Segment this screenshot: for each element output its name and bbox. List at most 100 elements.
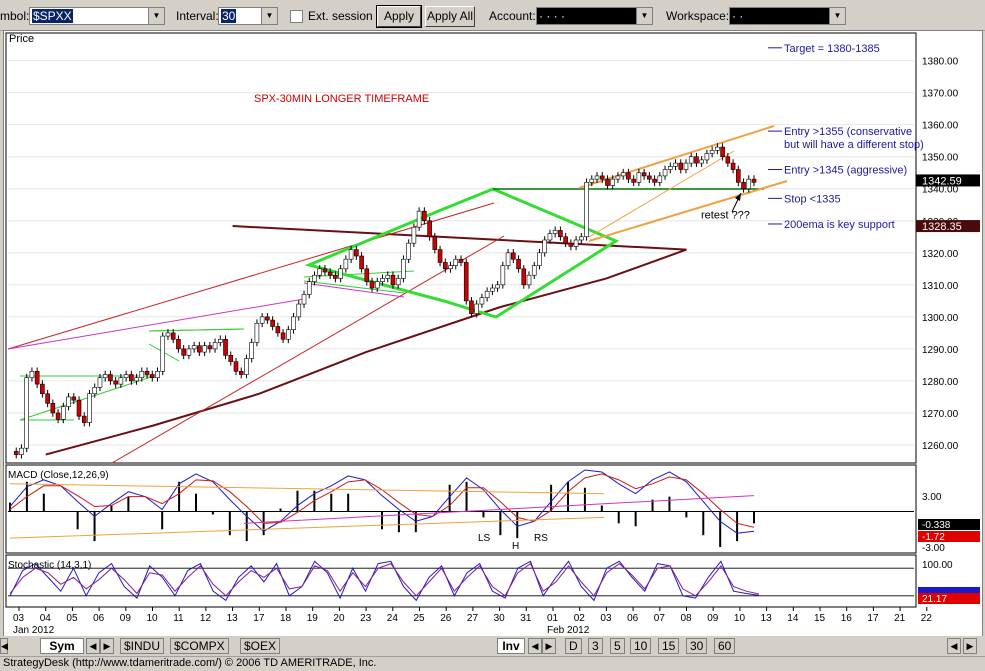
candle	[657, 175, 663, 183]
annotation-text: but will have a different stop)	[784, 139, 924, 151]
scroll-left-icon[interactable]: ◀	[0, 638, 8, 654]
tab-symbol-indu[interactable]: $INDU	[120, 638, 165, 654]
annotation-text: 200ema is key support	[784, 219, 895, 231]
channel-mid[interactable]	[588, 150, 735, 238]
macd-tick-label: 3.00	[922, 492, 942, 503]
channel-lower[interactable]	[588, 180, 788, 242]
candle	[87, 393, 92, 423]
diamond-pattern[interactable]	[304, 187, 620, 319]
apply-all-button[interactable]: Apply All	[425, 6, 475, 27]
candle	[102, 374, 108, 379]
scroll-end-right-icon[interactable]: ▶	[963, 638, 977, 654]
interval-tab-10[interactable]: 10	[630, 638, 652, 654]
chart-area[interactable]: 1260.00 1270.00 1280.00 1290.00 1300.00 1310.…	[3, 30, 983, 638]
candle	[636, 172, 642, 183]
chart-svg: 1260.00 1270.00 1280.00 1290.00 1300.00 1310.…	[5, 32, 980, 636]
candle	[144, 371, 150, 375]
triangle-line[interactable]	[303, 270, 415, 278]
candle	[118, 377, 124, 385]
candle	[369, 281, 375, 289]
candle	[129, 374, 134, 382]
price-tick-label: 1370.00	[922, 89, 959, 100]
tab-nav-next-icon[interactable]: ▶	[100, 638, 114, 654]
candle	[495, 284, 500, 289]
stochastic-series-line	[9, 560, 760, 602]
ext-session-checkbox[interactable]	[290, 10, 303, 23]
candle	[254, 322, 260, 343]
x-tick-label: 06	[627, 613, 639, 624]
interval-nav-next-icon[interactable]: ▶	[542, 638, 556, 654]
price-tick-label: 1300.00	[922, 313, 959, 324]
x-tick-label: 30	[494, 613, 506, 624]
trendline[interactable]	[7, 298, 305, 350]
trendline[interactable]	[111, 235, 505, 464]
workspace-combo[interactable]: · · ▼	[729, 7, 846, 25]
x-tick-label: 22	[921, 613, 933, 624]
candle	[13, 451, 19, 455]
candle	[427, 220, 432, 238]
status-bar: StrategyDesk (http://www.tdameritrade.co…	[0, 656, 985, 671]
ema-200-line	[45, 225, 687, 456]
triangle-line[interactable]	[148, 328, 245, 332]
tab-sym[interactable]: Sym	[40, 638, 84, 654]
interval-nav-prev-icon[interactable]: ◀	[528, 638, 542, 654]
price-readout-box	[916, 220, 980, 233]
candle	[490, 287, 495, 292]
tab-symbol-oex[interactable]: $OEX	[240, 638, 281, 654]
apply-button[interactable]: Apply	[376, 5, 422, 28]
stochastic-k-swatch	[918, 587, 980, 593]
ext-session-label: Ext. session	[308, 9, 373, 23]
candle	[437, 249, 443, 263]
candle	[322, 268, 328, 273]
price-tick-label: 1270.00	[922, 409, 959, 420]
candle	[165, 332, 171, 337]
candle	[448, 265, 453, 270]
candle	[531, 265, 537, 276]
x-tick-label: 14	[787, 613, 799, 624]
interval-tab-5[interactable]: 5	[610, 638, 625, 654]
interval-tab-d[interactable]: D	[565, 638, 582, 654]
symbol-combo[interactable]: $SPXX ▼	[29, 7, 165, 25]
arrow-head-icon	[735, 193, 741, 201]
scroll-end-left-icon[interactable]: ◀	[947, 638, 961, 654]
triangle-line[interactable]	[303, 280, 405, 294]
chevron-down-icon[interactable]: ▼	[829, 8, 845, 24]
macd-trendline[interactable]	[243, 495, 755, 524]
candle	[155, 371, 160, 379]
macd-trendline[interactable]	[9, 516, 605, 539]
account-combo[interactable]: · · · · ▼	[536, 7, 653, 25]
candle	[139, 371, 145, 379]
tab-nav-prev-icon[interactable]: ◀	[86, 638, 100, 654]
price-pane	[5, 32, 917, 464]
candle	[364, 268, 370, 282]
chevron-down-icon[interactable]: ▼	[148, 8, 164, 24]
interval-tab-3[interactable]: 3	[588, 638, 603, 654]
interval-combo[interactable]: 30 ▼	[218, 7, 278, 25]
candle	[280, 332, 286, 340]
chevron-down-icon[interactable]: ▼	[261, 8, 277, 24]
chevron-down-icon[interactable]: ▼	[636, 8, 652, 24]
x-tick-label: 10	[147, 613, 159, 624]
x-tick-label: 23	[360, 613, 372, 624]
candle	[343, 258, 349, 270]
candle	[704, 153, 710, 161]
stochastic-readout-box	[918, 593, 980, 604]
candle	[411, 226, 417, 244]
tab-inv[interactable]: Inv	[497, 638, 525, 654]
candle	[55, 412, 61, 420]
trendline[interactable]	[303, 282, 405, 298]
x-month-label: Jan 2012	[13, 625, 55, 636]
candle	[479, 297, 485, 305]
interval-tab-15[interactable]: 15	[658, 638, 680, 654]
channel-upper[interactable]	[578, 125, 775, 189]
tab-symbol-compx[interactable]: $COMPX	[170, 638, 229, 654]
candle	[275, 326, 281, 334]
macd-trendline[interactable]	[9, 483, 605, 495]
interval-tab-30[interactable]: 30	[686, 638, 708, 654]
interval-tab-60[interactable]: 60	[714, 638, 736, 654]
candle	[24, 377, 29, 449]
candle	[359, 255, 364, 270]
candle	[223, 338, 228, 356]
candle	[233, 361, 239, 372]
candle	[741, 182, 746, 190]
